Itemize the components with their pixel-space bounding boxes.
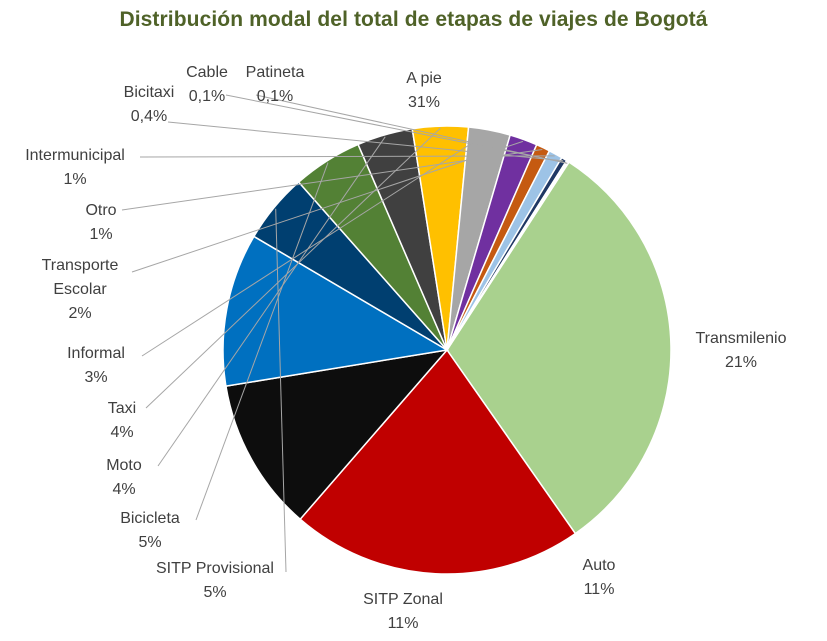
slice-value-auto: 11% — [584, 581, 615, 598]
slice-value-moto: 4% — [112, 481, 135, 498]
slice-value-bicicleta: 5% — [138, 534, 161, 551]
slice-value-patineta: 0,1% — [257, 88, 293, 105]
leader-line-transporte-escolar — [131, 140, 524, 273]
pie-slice-transmilenio — [299, 348, 577, 575]
slice-label-patineta: Patineta — [246, 64, 305, 81]
slice-label-bicitaxi: Bicitaxi — [124, 84, 175, 101]
chart-title: Distribución modal del total de etapas d… — [119, 8, 708, 31]
slice-value-a-pie: 31% — [408, 94, 440, 111]
slice-value-otro: 1% — [89, 226, 112, 243]
pie-slice-patineta — [446, 160, 571, 351]
slice-label-otro: Otro — [85, 202, 116, 219]
slice-label-sitp-zonal: SITP Zonal — [363, 591, 443, 608]
slice-value-transmilenio: 21% — [725, 354, 757, 371]
leader-line-moto — [157, 136, 386, 467]
slice-label-informal: Informal — [67, 345, 125, 362]
leader-line-otro — [121, 149, 543, 211]
pie-slice-a-pie — [446, 161, 672, 535]
slice-label-transporte-escolar-1: Transporte — [42, 257, 119, 274]
leader-line-bicicleta — [195, 162, 329, 521]
pie-slice-sitp-zonal — [222, 235, 450, 388]
slice-value-cable: 0,1% — [189, 88, 225, 105]
slice-value-bicitaxi: 0,4% — [131, 108, 167, 125]
slice-value-sitp-provisional: 5% — [203, 584, 226, 601]
slice-value-informal: 3% — [84, 369, 107, 386]
slice-value-sitp-zonal: 11% — [388, 615, 419, 632]
leader-line-informal — [141, 131, 490, 357]
slice-label-bicicleta: Bicicleta — [120, 510, 180, 527]
slice-value-intermunicipal: 1% — [63, 171, 86, 188]
slice-value-taxi: 4% — [110, 424, 133, 441]
leader-line-cable — [225, 94, 567, 164]
slice-label-a-pie: A pie — [406, 70, 442, 87]
slice-value-transporte-escolar: 2% — [68, 305, 91, 322]
slice-label-transporte-escolar-2: Escolar — [53, 281, 107, 298]
leader-line-bicitaxi — [167, 121, 564, 162]
slice-label-transmilenio: Transmilenio — [696, 330, 787, 347]
slice-label-moto: Moto — [106, 457, 142, 474]
leader-line-sitp-provisional — [275, 208, 287, 573]
slice-label-cable: Cable — [186, 64, 228, 81]
slice-label-auto: Auto — [583, 557, 616, 574]
leader-line-patineta — [255, 94, 568, 164]
slice-label-sitp-provisional: SITP Provisional — [156, 560, 274, 577]
leader-line-intermunicipal — [139, 155, 555, 158]
leader-line-taxi — [145, 127, 441, 409]
slice-label-intermunicipal: Intermunicipal — [25, 147, 125, 164]
slice-label-taxi: Taxi — [108, 400, 136, 417]
